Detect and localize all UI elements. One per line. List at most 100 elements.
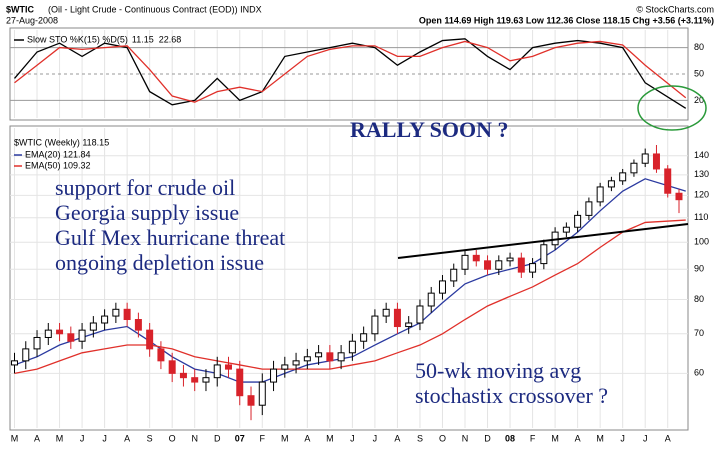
candle-body — [22, 348, 30, 362]
annotation: support for crude oil — [55, 175, 235, 200]
legend-value: 11.15 — [132, 34, 154, 44]
candle-body — [224, 364, 232, 370]
trendline — [397, 223, 689, 259]
candle-body — [281, 364, 289, 370]
candle-body — [382, 308, 390, 317]
x-tick-label: D — [214, 433, 221, 443]
candle-body — [472, 254, 480, 262]
x-tick-label: A — [304, 433, 310, 443]
summary: Open 114.69 High 119.63 Low 112.36 Close… — [419, 15, 714, 25]
candle-body — [303, 356, 311, 362]
x-tick-label: 08 — [505, 433, 515, 443]
candle-body — [517, 257, 525, 273]
candle-body — [326, 352, 334, 362]
x-tick-label: F — [530, 433, 536, 443]
price-frame — [9, 125, 689, 431]
candle-body — [67, 333, 75, 342]
candle-body — [438, 280, 446, 294]
candle-body — [393, 308, 401, 328]
x-tick-label: 07 — [235, 433, 245, 443]
x-tick-label: N — [191, 433, 198, 443]
candle-body — [78, 329, 86, 342]
x-tick-label: F — [260, 433, 266, 443]
x-tick-label: M — [596, 433, 604, 443]
candle-body — [123, 308, 131, 321]
candle-body — [675, 192, 683, 201]
x-tick-label: D — [484, 433, 491, 443]
x-tick-label: M — [326, 433, 334, 443]
annotation: 50-wk moving avg — [415, 358, 581, 383]
candle-body — [258, 381, 266, 406]
candle-body — [450, 268, 458, 282]
candle-body — [168, 360, 176, 374]
candle-body — [360, 333, 368, 342]
y-tick-label: 70 — [694, 328, 704, 338]
candle-body — [44, 329, 52, 338]
candle-body — [157, 348, 165, 362]
y-tick-label: 20 — [694, 95, 704, 105]
candle-body — [202, 377, 210, 383]
candle-body — [179, 372, 187, 379]
y-tick-label: 60 — [694, 368, 704, 378]
y-tick-label: 80 — [694, 294, 704, 304]
candle-body — [56, 329, 64, 335]
x-tick-label: J — [643, 433, 648, 443]
y-tick-label: 110 — [694, 212, 708, 222]
y-tick-label: 100 — [694, 237, 709, 247]
candle-body — [607, 180, 615, 188]
candle-body — [529, 263, 537, 273]
legend-label: EMA(50) 109.32 — [25, 160, 91, 170]
candle-body — [574, 214, 582, 228]
x-tick-label: A — [394, 433, 400, 443]
candle-body — [540, 244, 548, 265]
candle-body — [416, 305, 424, 324]
legend-label: Slow STO %K(15) %D(5) — [27, 34, 128, 44]
x-tick-label: O — [439, 433, 446, 443]
x-tick-label: O — [169, 433, 176, 443]
candle-body — [191, 377, 199, 383]
legend-label: $WTIC (Weekly) 118.15 — [14, 137, 109, 147]
x-tick-label: A — [575, 433, 581, 443]
candle-body — [213, 364, 221, 379]
legend-label: EMA(20) 121.84 — [25, 149, 91, 159]
candle-body — [112, 308, 120, 317]
candle-body — [484, 260, 492, 270]
price-panel: 60 70 80 90 100 110 120 130 140 M A M J J A S O N D 07 F M A M J… — [10, 128, 709, 443]
x-tick-label: J — [620, 433, 625, 443]
x-tick-label: S — [417, 433, 423, 443]
candle-body — [247, 395, 255, 406]
x-tick-label: N — [462, 433, 469, 443]
candle-body — [562, 226, 570, 233]
candle-body — [652, 153, 660, 170]
annotation: Georgia supply issue — [55, 200, 239, 225]
title: $WTIC — [6, 4, 34, 14]
x-tick-label: A — [124, 433, 130, 443]
annotation: Gulf Mex hurricane threat — [55, 225, 285, 250]
candle-body — [405, 322, 413, 328]
stoch-panel: 20 50 80 Slow STO %K(15) %D(5) 11.15 22.68 — [10, 30, 704, 118]
stoch-line — [14, 38, 687, 109]
y-tick-label: 130 — [694, 169, 709, 179]
candle-body — [270, 368, 278, 383]
candle-body — [134, 319, 142, 331]
highlight-ellipse — [637, 85, 707, 131]
x-tick-label: M — [551, 433, 559, 443]
y-tick-label: 80 — [694, 42, 704, 52]
x-tick-label: J — [102, 433, 107, 443]
candle-body — [89, 322, 97, 331]
y-tick-label: 140 — [694, 150, 709, 160]
candle-body — [495, 260, 503, 270]
candle-body — [664, 168, 672, 194]
candle-body — [337, 352, 345, 362]
y-tick-label: 50 — [694, 68, 704, 78]
date: 27-Aug-2008 — [6, 15, 58, 25]
candle-body — [506, 257, 514, 262]
x-tick-label: M — [56, 433, 64, 443]
x-tick-label: S — [147, 433, 153, 443]
candle-body — [641, 153, 649, 164]
stoch-line — [14, 40, 687, 103]
candle-body — [371, 315, 379, 335]
legend-value: 22.68 — [159, 34, 182, 44]
